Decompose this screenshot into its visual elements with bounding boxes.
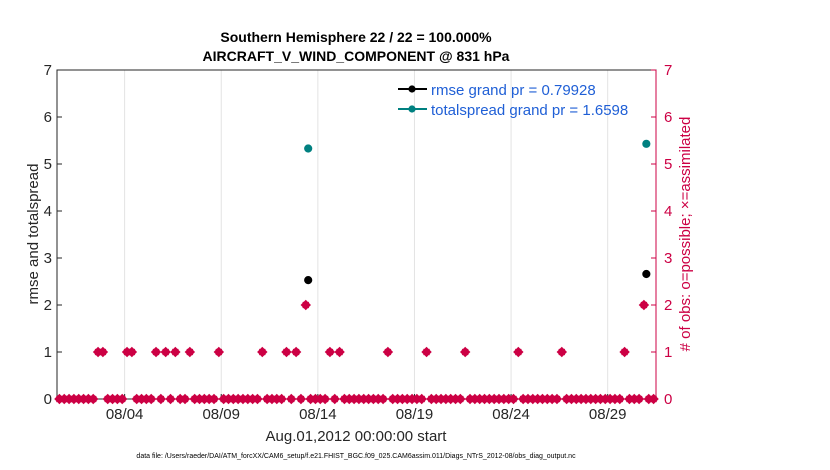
y-left-tick-label: 1 xyxy=(44,344,52,361)
obs-count-marker-assimilated xyxy=(210,395,218,403)
obs-count-marker-assimilated xyxy=(287,395,295,403)
x-tick-label: 08/14 xyxy=(299,406,337,423)
x-axis-label: Aug.01,2012 00:00:00 start xyxy=(266,428,448,445)
rmse-point xyxy=(304,275,313,285)
y-right-tick-label: 1 xyxy=(664,344,672,361)
obs-count-marker-assimilated xyxy=(215,348,223,356)
x-tick-label: 08/29 xyxy=(589,406,627,423)
obs-count-marker-assimilated xyxy=(258,348,266,356)
legend-rmse-label: rmse grand pr = 0.79928 xyxy=(431,82,596,99)
obs-count-marker-assimilated xyxy=(157,395,165,403)
obs-count-marker-assimilated xyxy=(292,348,300,356)
obs-count-marker-assimilated xyxy=(331,395,339,403)
obs-count-marker-assimilated xyxy=(640,301,648,309)
obs-count-marker-assimilated xyxy=(89,395,97,403)
obs-count-marker-assimilated xyxy=(152,348,160,356)
axis-ticks: 08/04 08/09 08/14 08/19 08/24 08/29 0 1 2 3 4 5 6 7 0 1… xyxy=(44,62,673,423)
data-markers xyxy=(54,139,659,405)
x-tick-label: 08/19 xyxy=(396,406,434,423)
x-tick-label: 08/04 xyxy=(106,406,144,423)
obs-count-marker-assimilated xyxy=(118,395,126,403)
totalspread-point xyxy=(642,139,651,148)
x-tick-label: 08/24 xyxy=(492,406,530,423)
obs-count-marker-assimilated xyxy=(147,395,155,403)
y-right-tick-label: 3 xyxy=(664,250,672,267)
obs-count-marker-assimilated xyxy=(514,348,522,356)
obs-count-marker-assimilated xyxy=(418,395,426,403)
x-tick-label: 08/09 xyxy=(202,406,240,423)
rmse-point xyxy=(642,269,651,279)
obs-count-marker-assimilated xyxy=(616,395,624,403)
obs-count-marker-assimilated xyxy=(283,348,290,356)
obs-count-marker-assimilated xyxy=(650,395,658,403)
y-axis-right-label: # of obs: o=possible; ×=assimilated xyxy=(677,117,694,352)
y-left-tick-label: 7 xyxy=(44,62,52,79)
obs-count-marker-assimilated xyxy=(336,348,344,356)
legend-rmse-marker xyxy=(408,85,416,93)
legend: rmse grand pr = 0.79928 totalspread gran… xyxy=(398,82,628,119)
y-left-tick-label: 2 xyxy=(44,297,52,314)
y-right-tick-label: 7 xyxy=(664,62,672,79)
obs-count-marker-assimilated xyxy=(181,395,189,403)
y-right-tick-label: 6 xyxy=(664,109,672,126)
y-left-tick-label: 6 xyxy=(44,109,52,126)
obs-count-marker-assimilated xyxy=(423,348,430,356)
obs-count-marker-assimilated xyxy=(510,395,517,403)
y-right-tick-label: 0 xyxy=(664,391,672,408)
obs-count-marker-assimilated xyxy=(321,395,329,403)
obs-count-marker-assimilated xyxy=(379,395,387,403)
obs-count-marker-assimilated xyxy=(461,348,469,356)
data-file-footnote: data file: /Users/raeder/DAI/ATM_forcXX/… xyxy=(136,453,576,460)
obs-count-marker-assimilated xyxy=(99,348,107,356)
obs-count-marker-assimilated xyxy=(635,395,643,403)
obs-count-marker-assimilated xyxy=(326,348,334,356)
legend-totalspread-marker xyxy=(408,105,416,113)
y-left-tick-label: 5 xyxy=(44,156,52,173)
obs-count-marker-assimilated xyxy=(553,395,561,403)
totalspread-point xyxy=(304,144,313,153)
y-right-tick-label: 2 xyxy=(664,297,672,314)
chart-title-line1: Southern Hemisphere 22 / 22 = 100.000% xyxy=(220,29,492,45)
obs-count-marker-assimilated xyxy=(167,395,174,403)
y-right-tick-label: 5 xyxy=(664,156,672,173)
obs-count-marker-assimilated xyxy=(456,395,464,403)
obs-count-marker-assimilated xyxy=(297,395,305,403)
obs-count-marker-assimilated xyxy=(278,395,286,403)
obs-count-marker-assimilated xyxy=(558,348,566,356)
y-right-tick-label: 4 xyxy=(664,203,672,220)
y-left-tick-label: 0 xyxy=(44,391,52,408)
plot-area-frame xyxy=(56,69,657,400)
obs-count-marker-assimilated xyxy=(171,348,179,356)
obs-count-marker-assimilated xyxy=(128,348,136,356)
y-axis-left-label: rmse and totalspread xyxy=(25,164,42,305)
obs-count-marker-assimilated xyxy=(162,348,170,356)
obs-count-marker-assimilated xyxy=(621,348,629,356)
y-left-tick-label: 4 xyxy=(44,203,52,220)
obs-count-marker-assimilated xyxy=(254,395,261,403)
y-left-tick-label: 3 xyxy=(44,250,52,267)
chart-title-line2: AIRCRAFT_V_WIND_COMPONENT @ 831 hPa xyxy=(203,48,510,64)
obs-count-marker-assimilated xyxy=(384,348,392,356)
legend-totalspread-label: totalspread grand pr = 1.6598 xyxy=(431,102,628,119)
obs-count-marker-assimilated xyxy=(186,348,194,356)
obs-count-marker-assimilated xyxy=(302,301,310,309)
grid-lines xyxy=(124,70,609,399)
